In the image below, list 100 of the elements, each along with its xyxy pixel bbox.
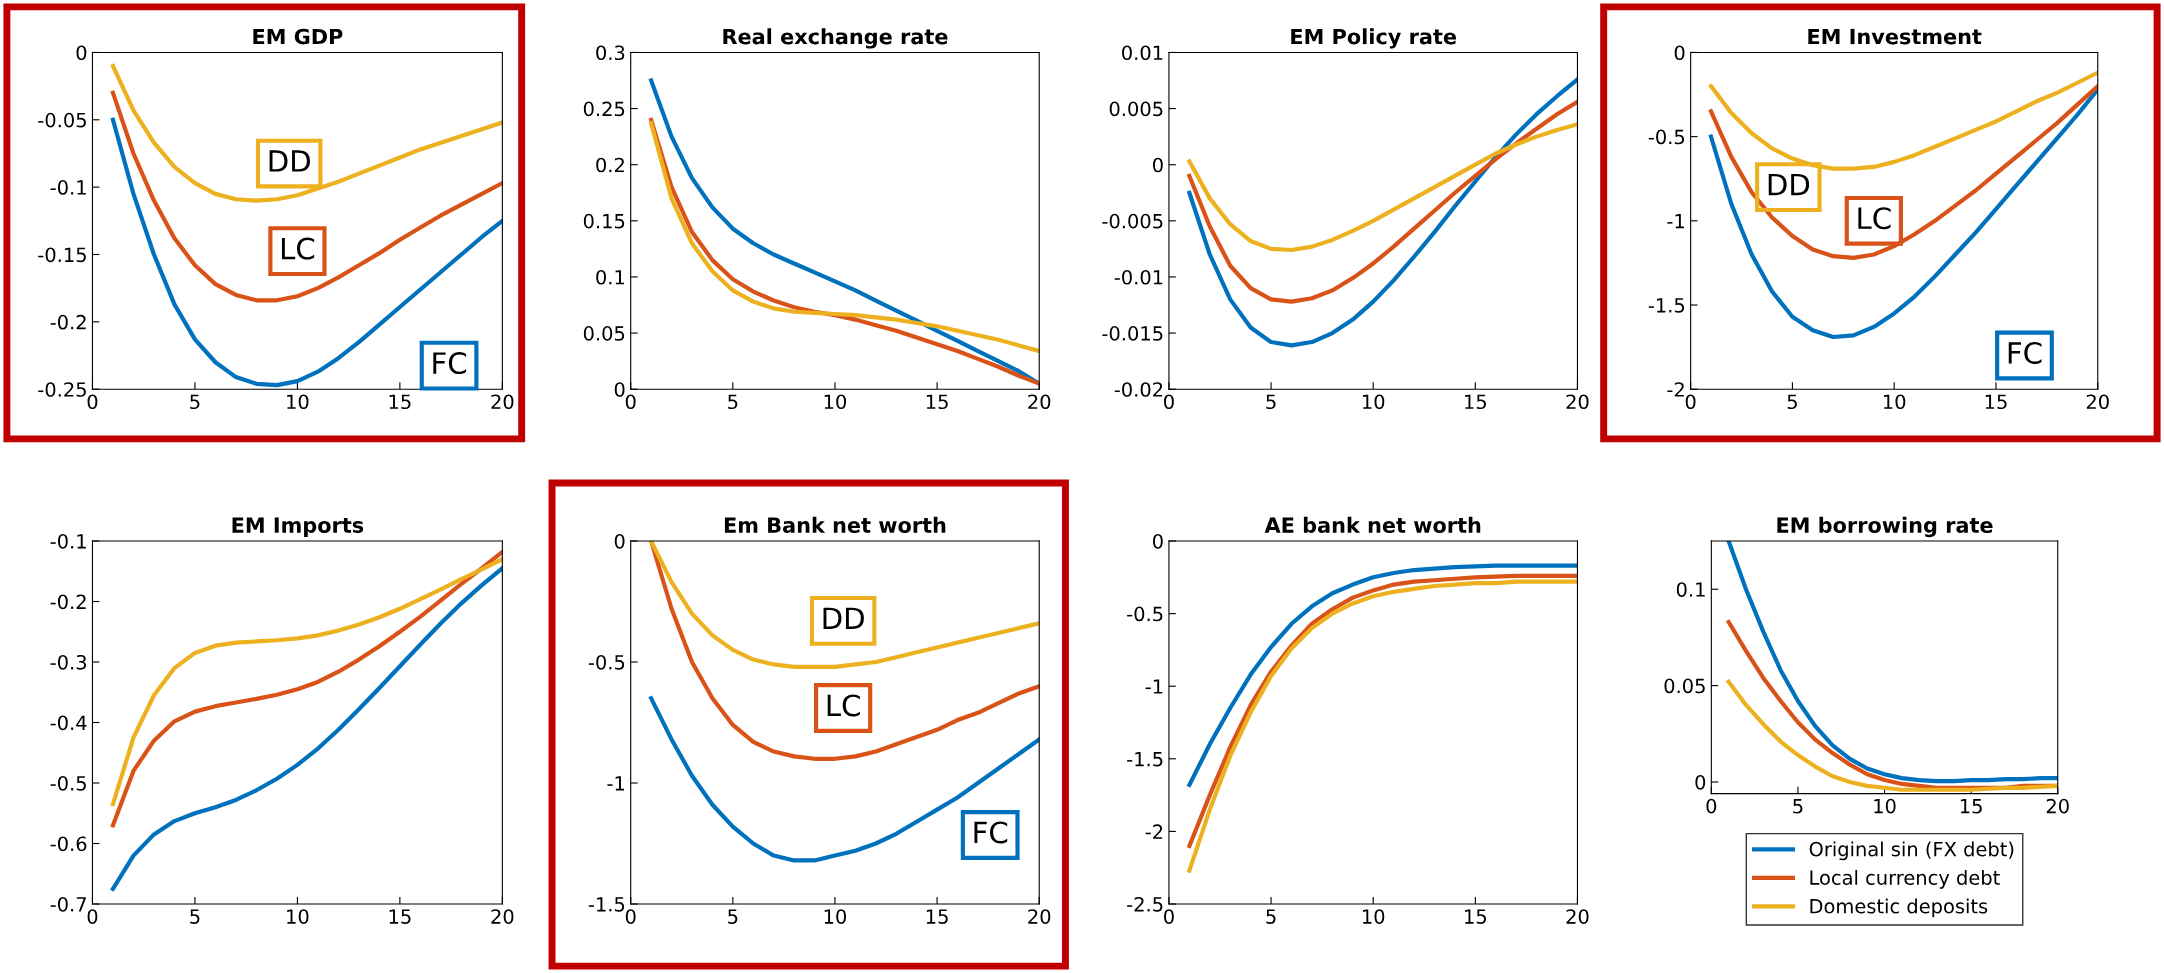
x-tick-label: 5: [190, 909, 200, 924]
y-tick-label: -1: [1667, 214, 1684, 229]
line-series: [110, 117, 503, 388]
legend-label: Domestic deposits: [1810, 898, 1988, 918]
x-tick-label: 15: [1465, 394, 1486, 410]
y-tick-label: -0.25: [38, 382, 86, 397]
line-series: [1187, 99, 1578, 304]
y-tick-label: 0.25: [583, 101, 625, 117]
line-series: [1187, 563, 1578, 788]
y-tick-label: 0: [1674, 45, 1685, 61]
line-series: [649, 541, 1040, 761]
x-tick-label: 5: [1787, 394, 1797, 410]
annotation: LC: [281, 237, 315, 260]
y-tick-label: -0.2: [50, 594, 86, 610]
line-series: [649, 541, 1040, 669]
y-tick-label: -0.1: [50, 180, 86, 195]
x-tick-label: 5: [1266, 394, 1276, 410]
y-tick-label: 0: [1153, 157, 1163, 173]
x-tick-label: 0: [625, 909, 636, 924]
x-tick-label: 20: [2046, 798, 2069, 814]
chart-title: Em Bank net worth: [724, 516, 946, 533]
legend-label: Local currency debt: [1810, 869, 2000, 889]
x-tick-label: 10: [1883, 394, 1906, 410]
y-tick-label: -0.01: [1114, 269, 1163, 285]
y-tick-label: 0.05: [583, 326, 625, 341]
x-tick-label: 15: [926, 394, 948, 410]
annotation: LC: [827, 694, 860, 717]
y-tick-label: -1.5: [1127, 752, 1163, 767]
x-tick-label: 15: [389, 394, 411, 410]
x-tick-label: 10: [824, 909, 847, 924]
chart-title: EM Policy rate: [1291, 28, 1457, 49]
line-series: [110, 90, 503, 303]
y-tick-label: -0.3: [50, 654, 87, 670]
x-tick-label: 15: [926, 909, 948, 924]
x-tick-label: 15: [1960, 799, 1982, 814]
annotation: DD: [1768, 173, 1810, 196]
y-tick-label: 0.1: [1676, 582, 1705, 597]
line-series: [110, 566, 503, 891]
chart-title: EM GDP: [253, 28, 343, 45]
y-tick-label: 0.2: [596, 157, 624, 173]
x-tick-label: 15: [389, 909, 411, 924]
line-series: [1726, 679, 2058, 792]
y-tick-label: 0.1: [596, 269, 625, 285]
x-tick-label: 20: [1566, 909, 1589, 924]
y-tick-label: -0.05: [38, 112, 86, 128]
y-tick-label: -0.15: [38, 247, 86, 263]
x-tick-label: 20: [491, 909, 514, 924]
x-tick-label: 20: [491, 394, 514, 410]
line-series: [649, 696, 1040, 863]
y-tick-label: -2.5: [1127, 896, 1163, 912]
x-tick-label: 5: [728, 909, 738, 924]
y-tick-label: -1: [1145, 679, 1163, 694]
x-tick-label: 20: [1028, 394, 1051, 410]
y-tick-label: -0.015: [1102, 326, 1163, 341]
y-tick-label: -0.005: [1102, 213, 1163, 229]
legend-label: Original sin (FX debt): [1809, 841, 2014, 861]
x-tick-label: 0: [1706, 798, 1717, 814]
line-series: [1187, 77, 1578, 348]
x-tick-label: 10: [287, 394, 309, 410]
chart-title: EM borrowing rate: [1777, 516, 1993, 538]
x-tick-label: 10: [1362, 909, 1385, 924]
chart-title: EM Imports: [232, 517, 364, 538]
annotation: FC: [2008, 341, 2042, 364]
x-tick-label: 15: [1465, 909, 1486, 924]
x-tick-label: 10: [1874, 798, 1896, 814]
x-tick-label: 15: [1985, 394, 2007, 410]
y-tick-label: -0.5: [1127, 606, 1163, 622]
line-series: [1708, 84, 2098, 260]
y-tick-label: 0: [614, 382, 625, 397]
y-tick-label: 0.3: [596, 45, 625, 61]
x-tick-label: 0: [1164, 394, 1174, 410]
x-tick-label: 0: [1164, 909, 1174, 924]
annotation: LC: [1858, 207, 1891, 230]
y-tick-label: -1: [607, 776, 625, 791]
annotation: DD: [823, 607, 864, 629]
y-tick-label: -0.7: [50, 896, 86, 912]
x-tick-label: 5: [1266, 909, 1276, 924]
chart-title: EM Investment: [1808, 28, 1982, 45]
x-tick-label: 10: [1362, 394, 1385, 410]
y-tick-label: 0.005: [1109, 101, 1163, 117]
x-tick-label: 0: [87, 909, 98, 924]
line-series: [110, 63, 503, 203]
y-tick-label: -0.2: [50, 314, 86, 330]
chart-title: Real exchange rate: [723, 28, 948, 49]
annotation: FC: [974, 821, 1008, 844]
annotation: DD: [269, 150, 310, 172]
y-tick-label: 0.15: [583, 213, 625, 229]
x-tick-label: 5: [728, 394, 738, 410]
y-tick-label: -2: [1145, 824, 1163, 839]
x-tick-label: 5: [1793, 799, 1803, 814]
y-tick-label: -0.5: [1648, 129, 1685, 145]
chart-title: AE bank net worth: [1264, 516, 1481, 533]
x-tick-label: 0: [625, 394, 636, 410]
y-tick-label: 0: [1153, 533, 1163, 549]
y-tick-label: 0.01: [1122, 45, 1163, 61]
y-tick-label: -2: [1667, 382, 1684, 397]
y-tick-label: -0.5: [588, 654, 625, 670]
annotation: FC: [433, 352, 467, 375]
line-series: [1726, 541, 2058, 784]
y-tick-label: -0.1: [50, 533, 86, 549]
